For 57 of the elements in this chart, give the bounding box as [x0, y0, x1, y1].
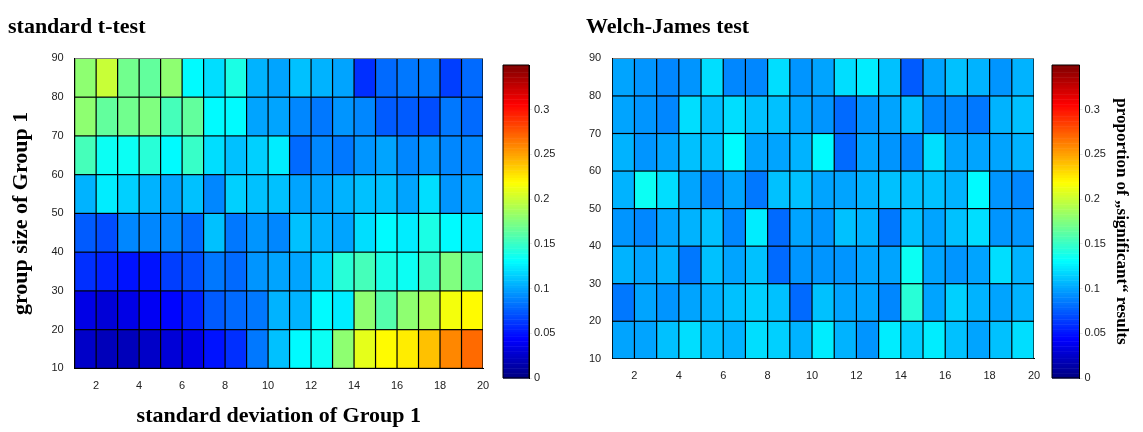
color-bar-label: 0.1	[534, 281, 550, 294]
x-tick-label: 12	[850, 369, 863, 382]
x-tick-label: 6	[179, 379, 186, 392]
x-tick-label: 2	[631, 369, 638, 382]
y-tick-label: 20	[51, 322, 64, 335]
x-tick-label: 16	[390, 379, 404, 392]
x-tick-label: 10	[261, 379, 275, 392]
y-tick-label: 30	[588, 276, 602, 289]
color-bar-label: 0	[534, 371, 541, 384]
y-tick-label: 50	[51, 206, 64, 219]
y-tick-label: 90	[588, 51, 602, 64]
color-bar-label: 0.2	[1084, 192, 1100, 205]
color-bar-label: 0.2	[534, 192, 550, 205]
x-tick-label: 10	[805, 369, 819, 382]
x-tick-label: 18	[433, 379, 447, 392]
y-tick-label: 90	[51, 51, 64, 64]
y-tick-label: 40	[588, 239, 602, 252]
x-tick-label: 14	[347, 379, 361, 392]
x-axis-title: standard deviation of Group 1	[136, 402, 422, 428]
chart-title: Welch-James test	[586, 12, 750, 38]
color-bar-label: 0.25	[534, 147, 556, 160]
color-bar-label: 0.3	[1084, 102, 1100, 115]
x-tick-label: 20	[1027, 369, 1041, 382]
y-tick-label: 50	[588, 201, 602, 214]
color-bar-label: 0.05	[534, 326, 556, 339]
color-bar-label: 0	[1084, 371, 1091, 384]
y-tick-label: 80	[51, 90, 64, 103]
color-bar-label: 0.3	[534, 102, 550, 115]
color-bar-label: 0.15	[534, 236, 556, 249]
y-tick-label: 30	[51, 283, 64, 296]
y-tick-label: 10	[588, 351, 602, 364]
y-tick-label: 60	[588, 164, 602, 177]
y-tick-label: 70	[51, 128, 64, 141]
y-axis-title: group size of Group 1	[6, 111, 32, 316]
color-bar-label: 0.05	[1084, 326, 1106, 339]
color-bar-label: 0.1	[1084, 281, 1100, 294]
x-tick-label: 18	[983, 369, 996, 382]
color-bar-label: 0.25	[1084, 147, 1106, 160]
chart-title: standard t-test	[8, 12, 147, 38]
x-tick-label: 6	[720, 369, 727, 382]
y-tick-label: 60	[51, 167, 64, 180]
x-tick-label: 16	[939, 369, 952, 382]
y-tick-label: 10	[51, 361, 64, 374]
y-tick-label: 80	[588, 88, 602, 101]
y-tick-label: 40	[51, 245, 64, 258]
x-tick-label: 2	[93, 379, 100, 392]
x-tick-label: 14	[894, 369, 907, 382]
x-tick-label: 12	[304, 379, 318, 392]
y-tick-label: 70	[588, 126, 602, 139]
x-tick-label: 20	[476, 379, 490, 392]
x-tick-label: 8	[764, 369, 771, 382]
x-tick-label: 4	[136, 379, 143, 392]
x-tick-label: 8	[222, 379, 229, 392]
x-tick-label: 4	[675, 369, 682, 382]
y-tick-label: 20	[588, 314, 602, 327]
color-bar-label: 0.15	[1084, 236, 1106, 249]
color-bar-title: proportion of „significant“ results	[1112, 98, 1132, 346]
